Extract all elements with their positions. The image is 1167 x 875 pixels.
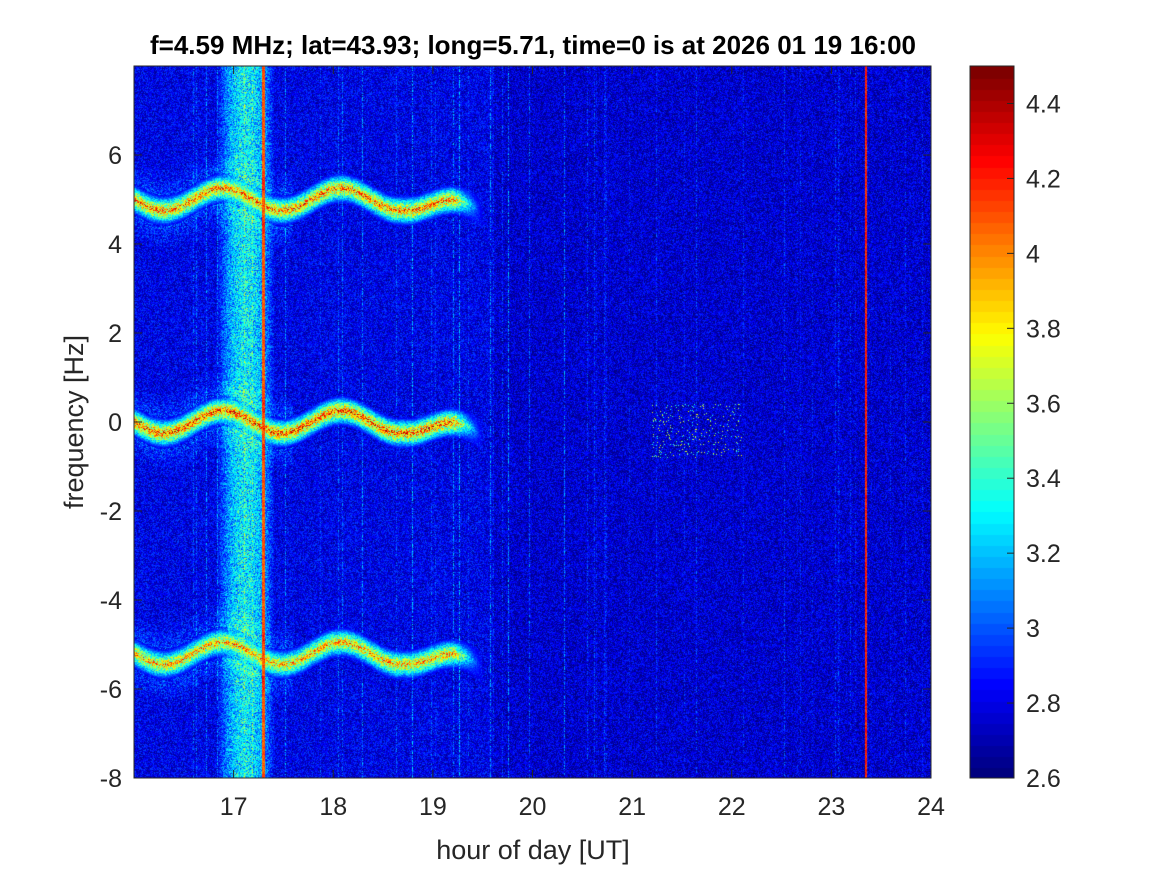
x-tick-label: 21	[618, 793, 646, 821]
x-tick-label: 19	[419, 793, 447, 821]
colorbar-tick-label: 4.2	[1026, 165, 1061, 193]
y-axis: -8 -6 -4 -2 0 2 4 6	[100, 142, 931, 793]
chart-title: f=4.59 MHz; lat=43.93; long=5.71, time=0…	[150, 30, 916, 60]
y-tick-label: 6	[108, 142, 122, 170]
colorbar-tick-label: 2.8	[1026, 690, 1061, 718]
x-tick-label: 24	[917, 793, 945, 821]
x-tick-label: 18	[319, 793, 347, 821]
colorbar-tick-label: 3.2	[1026, 540, 1061, 568]
colorbar-frame	[969, 65, 1015, 779]
y-tick-label: -2	[100, 498, 122, 526]
colorbar: 2.6 2.8 3 3.2 3.4 3.6 3.8 4 4.2 4.4	[969, 65, 1061, 793]
x-axis: 17 18 19 20 21 22 23 24	[220, 66, 945, 821]
y-tick-label: 4	[108, 231, 122, 259]
y-tick-label: 2	[108, 320, 122, 348]
colorbar-tick-label: 2.6	[1026, 765, 1061, 793]
x-axis-label: hour of day [UT]	[436, 835, 630, 865]
colorbar-tick-label: 3.8	[1026, 315, 1061, 343]
colorbar-tick-label: 3.4	[1026, 465, 1061, 493]
y-tick-label: 0	[108, 409, 122, 437]
heatmap-layer	[134, 66, 931, 778]
colorbar-gradient	[970, 66, 1014, 778]
x-tick-label: 22	[718, 793, 746, 821]
colorbar-tick-label: 3.6	[1026, 390, 1061, 418]
colorbar-ticks: 2.6 2.8 3 3.2 3.4 3.6 3.8 4 4.2 4.4	[1007, 90, 1061, 793]
y-tick-label: -8	[100, 765, 122, 793]
colorbar-tick-label: 3	[1026, 615, 1040, 643]
y-tick-label: -6	[100, 676, 122, 704]
y-tick-label: -4	[100, 587, 122, 615]
colorbar-tick-label: 4	[1026, 240, 1040, 268]
x-tick-label: 20	[519, 793, 547, 821]
x-tick-label: 23	[817, 793, 845, 821]
y-axis-label: frequency [Hz]	[59, 335, 89, 509]
colorbar-tick-label: 4.4	[1026, 90, 1061, 118]
plot-area	[133, 65, 932, 779]
x-tick-label: 17	[220, 793, 248, 821]
